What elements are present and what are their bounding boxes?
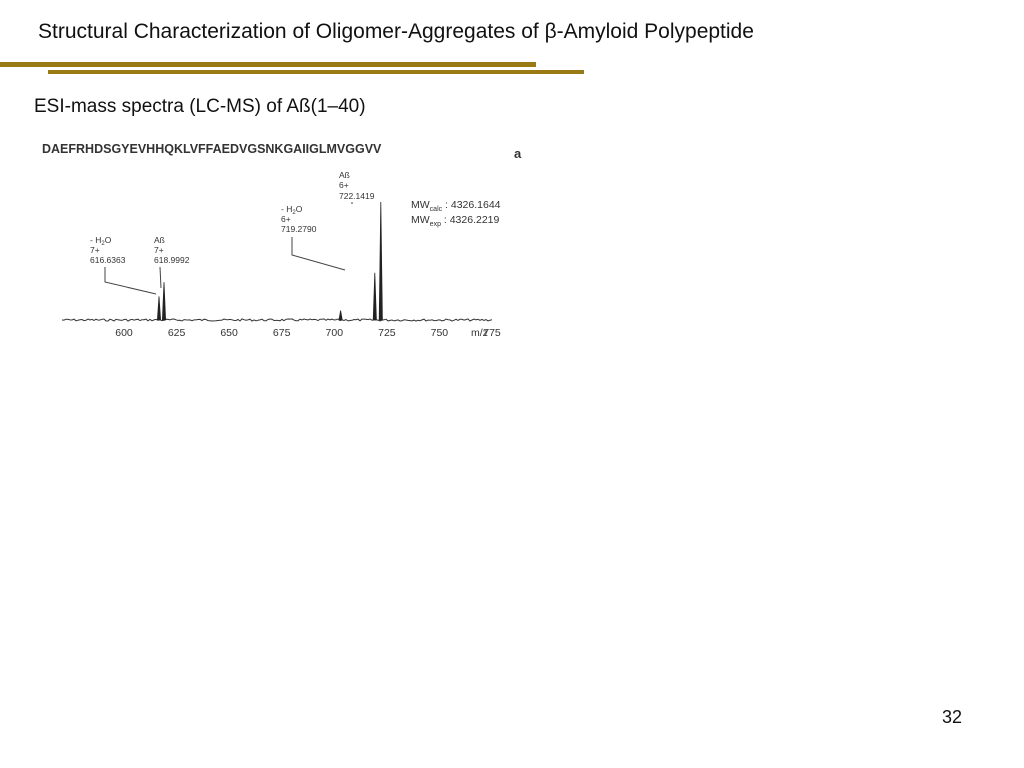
peptide-sequence: DAEFRHDSGYEVHHQKLVFFAEDVGSNKGAIIGLMVGGVV — [42, 142, 382, 156]
svg-text:7+: 7+ — [90, 245, 100, 255]
mw-exp-readout: MWexp : 4326.2219 — [411, 214, 500, 228]
x-tick-label-725: 725 — [378, 327, 396, 339]
slide-title: Structural Characterization of Oligomer-… — [38, 20, 754, 43]
peak-label-618: Aß 7+ 618.9992 — [154, 235, 190, 265]
svg-text:719.2790: 719.2790 — [281, 224, 317, 234]
x-tick-label-675: 675 — [273, 327, 291, 339]
spectrum-peak-1 — [161, 282, 167, 321]
x-axis-ticks: 600 625 650 675 700 725 750 775 — [115, 327, 501, 339]
page-number: 32 — [941, 707, 962, 727]
x-tick-label-750: 750 — [431, 327, 449, 339]
svg-text:Aß: Aß — [339, 170, 350, 180]
mass-spectrum-figure: DAEFRHDSGYEVHHQKLVFFAEDVGSNKGAIIGLMVGGVV… — [30, 136, 540, 346]
title-underline-bar — [0, 62, 536, 67]
svg-text:Aß: Aß — [154, 235, 165, 245]
x-tick-label-700: 700 — [326, 327, 344, 339]
spectrum-baseline — [61, 318, 493, 322]
svg-text:616.6363: 616.6363 — [90, 255, 126, 265]
spectrum-peak-0 — [156, 296, 162, 321]
spectrum-peak-3 — [372, 272, 377, 321]
x-tick-label-600: 600 — [115, 327, 133, 339]
x-tick-label-775: 775 — [483, 327, 501, 339]
svg-text:722.1419: 722.1419 — [339, 191, 375, 201]
x-tick-label-625: 625 — [168, 327, 186, 339]
mw-calc-readout: MWcalc : 4326.1644 — [411, 199, 501, 213]
svg-text:- H2O: - H2O — [90, 235, 112, 247]
slide-subtitle: ESI-mass spectra (LC-MS) of Aß(1–40) — [34, 96, 366, 117]
spectrum-trace — [61, 201, 493, 322]
svg-text:- H2O: - H2O — [281, 204, 303, 216]
spectrum-peak-2 — [338, 310, 343, 321]
x-tick-label-650: 650 — [220, 327, 238, 339]
peak-label-616: - H2O 7+ 616.6363 — [90, 235, 126, 265]
title-underline-bar-secondary — [48, 70, 584, 74]
peak-label-719: - H2O 6+ 719.2790 — [281, 204, 317, 234]
svg-text:6+: 6+ — [339, 180, 349, 190]
leader-line-719 — [291, 237, 346, 271]
x-axis-unit-label: m/z — [471, 327, 488, 339]
svg-text:7+: 7+ — [154, 245, 164, 255]
leader-line-618 — [159, 266, 162, 289]
peak-label-722: Aß 6+ 722.1419 — [339, 170, 375, 201]
mass-spectrum-svg: DAEFRHDSGYEVHHQKLVFFAEDVGSNKGAIIGLMVGGVV… — [42, 142, 522, 339]
spectrum-peak-4 — [378, 201, 383, 321]
leader-line-616 — [104, 267, 157, 295]
svg-text:618.9992: 618.9992 — [154, 255, 190, 265]
panel-label: a — [514, 146, 522, 161]
svg-text:6+: 6+ — [281, 214, 291, 224]
